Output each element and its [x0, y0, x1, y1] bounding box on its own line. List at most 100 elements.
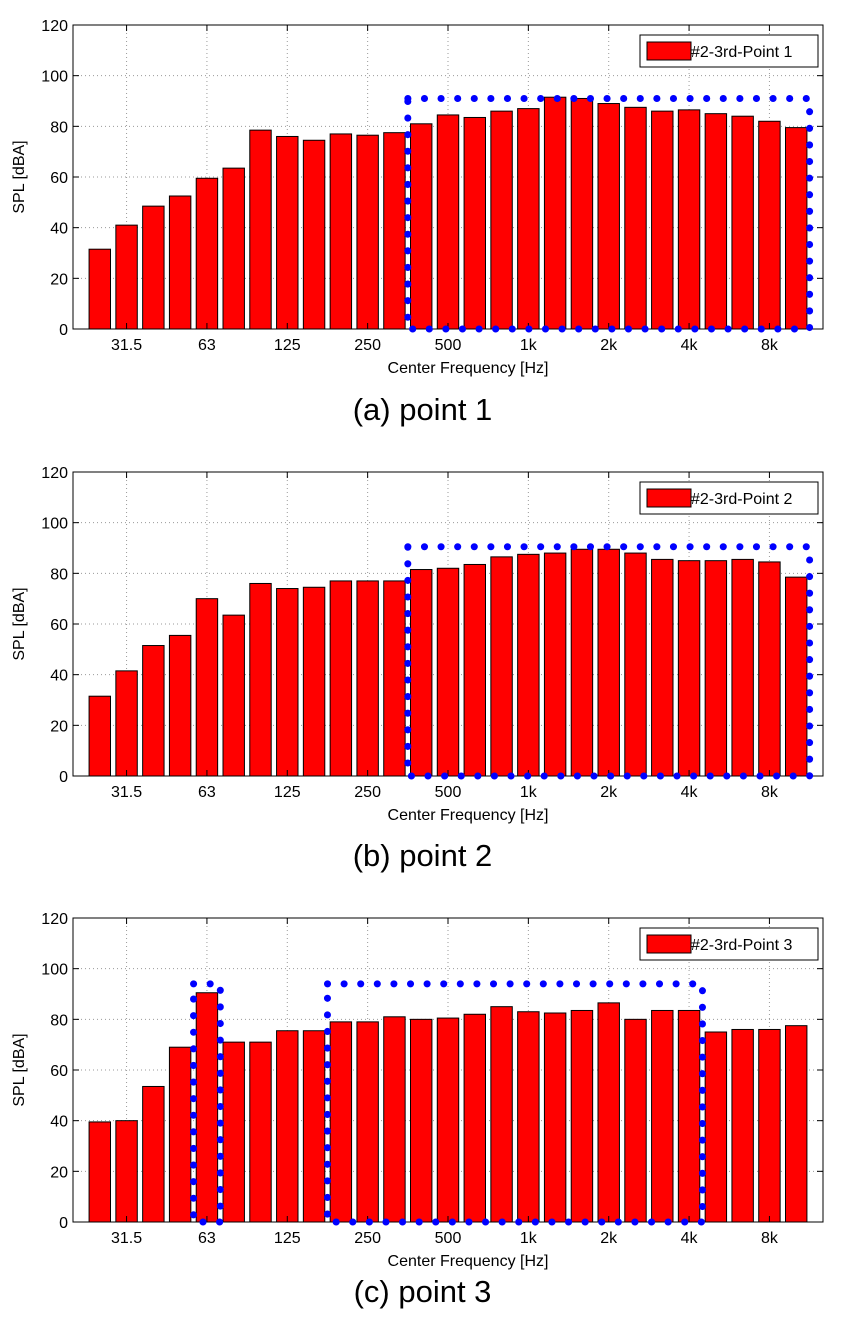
bar: [436, 1017, 460, 1223]
bar-chart-point-1: 0 20 40 60 80 100 120 31.5 63 125 250 500 1k 2k 4k 8k Ce…: [11, 18, 824, 377]
x-tick-label: 31.5: [111, 337, 142, 354]
x-tick-label: 125: [274, 784, 301, 801]
bar: [731, 1028, 754, 1223]
y-tick-label: 120: [41, 18, 68, 35]
bar: [383, 580, 406, 777]
legend-swatch: [646, 41, 692, 61]
y-tick-label: 100: [41, 69, 68, 86]
bar: [543, 552, 567, 777]
x-tick-label: 4k: [681, 1230, 699, 1247]
legend-box: [639, 34, 819, 68]
bar: [490, 1006, 513, 1223]
legend-box: [639, 481, 819, 515]
caption-b: (b) point 2: [352, 838, 493, 873]
y-tick-label: 80: [50, 1012, 68, 1029]
y-tick-label: 0: [59, 1215, 68, 1232]
y-tick-label: 60: [50, 617, 68, 634]
bar: [276, 588, 299, 777]
legend-label: #2-3rd-Point 1: [691, 44, 792, 61]
highlight-region: [190, 980, 224, 1226]
bar: [195, 598, 219, 777]
bar: [302, 586, 326, 777]
y-tick-label: 80: [50, 119, 68, 136]
y-tick-label: 0: [59, 769, 68, 786]
y-axis-label: SPL [dBA]: [11, 587, 28, 660]
bar: [222, 167, 245, 330]
bar: [624, 552, 647, 777]
bar: [490, 556, 513, 777]
bar: [276, 1030, 299, 1223]
x-tick-label: 4k: [681, 337, 699, 354]
x-tick-label: 63: [198, 784, 216, 801]
x-tick-label: 2k: [600, 337, 618, 354]
bar-chart-point-2: 0 20 40 60 80 100 120 31.5 63 125 250 500 1k 2k 4k 8k Ce…: [11, 465, 824, 824]
bar: [115, 224, 138, 330]
bar: [115, 670, 138, 777]
x-tick-label: 250: [354, 1230, 381, 1247]
x-tick-label: 125: [274, 1230, 301, 1247]
x-tick-label: 31.5: [111, 784, 142, 801]
x-tick-label: 63: [198, 1230, 216, 1247]
bar: [704, 113, 728, 330]
bar: [704, 560, 728, 777]
legend-swatch: [646, 934, 692, 954]
bar: [142, 645, 165, 777]
x-tick-label: 500: [435, 337, 462, 354]
bar: [195, 992, 219, 1223]
y-tick-label: 40: [50, 1114, 68, 1131]
bar: [731, 115, 754, 330]
bar: [168, 1046, 192, 1223]
bar: [677, 560, 701, 777]
x-axis-label: Center Frequency [Hz]: [388, 807, 549, 824]
x-tick-label: 1k: [520, 784, 538, 801]
bar: [570, 1009, 594, 1223]
y-tick-label: 0: [59, 322, 68, 339]
y-tick-label: 120: [41, 911, 68, 928]
bar: [329, 580, 353, 777]
bar: [758, 561, 781, 777]
bar: [651, 558, 674, 777]
bar: [276, 135, 299, 330]
x-tick-label: 125: [274, 337, 301, 354]
bar: [356, 1021, 379, 1223]
chart-panel-c: 0 20 40 60 80 100 120 31.5 63 125 250 500 1k 2k 4k 8k Ce…: [0, 893, 845, 1329]
x-tick-label: 250: [354, 784, 381, 801]
bar: [168, 634, 192, 777]
bar: [115, 1120, 138, 1223]
bar: [356, 580, 379, 777]
y-tick-label: 60: [50, 1063, 68, 1080]
bar: [302, 1030, 326, 1223]
bar: [329, 133, 353, 330]
y-tick-label: 80: [50, 566, 68, 583]
bar: [597, 548, 620, 777]
x-axis-label: Center Frequency [Hz]: [388, 360, 549, 377]
bar: [356, 134, 379, 330]
bar: [543, 1012, 567, 1223]
x-tick-label: 8k: [761, 784, 779, 801]
bar: [651, 110, 674, 330]
bar: [302, 139, 326, 330]
x-tick-label: 4k: [681, 784, 699, 801]
y-tick-label: 20: [50, 271, 68, 288]
y-tick-label: 20: [50, 1164, 68, 1181]
axes-frame: [72, 917, 824, 1223]
y-tick-label: 100: [41, 516, 68, 533]
bar: [463, 116, 487, 330]
legend-label: #2-3rd-Point 3: [691, 937, 792, 954]
bar: [490, 110, 513, 330]
bar: [249, 1041, 272, 1223]
y-tick-label: 100: [41, 962, 68, 979]
bar: [88, 248, 111, 330]
x-tick-label: 500: [435, 784, 462, 801]
y-axis-label: SPL [dBA]: [11, 140, 28, 213]
y-tick-label: 20: [50, 718, 68, 735]
bar: [88, 1121, 111, 1223]
legend-label: #2-3rd-Point 2: [691, 491, 792, 508]
bar: [785, 1025, 808, 1223]
y-tick-label: 120: [41, 465, 68, 482]
x-tick-label: 500: [435, 1230, 462, 1247]
bar: [731, 558, 754, 777]
bar: [758, 120, 781, 330]
bar: [677, 1009, 701, 1223]
x-tick-label: 31.5: [111, 1230, 142, 1247]
